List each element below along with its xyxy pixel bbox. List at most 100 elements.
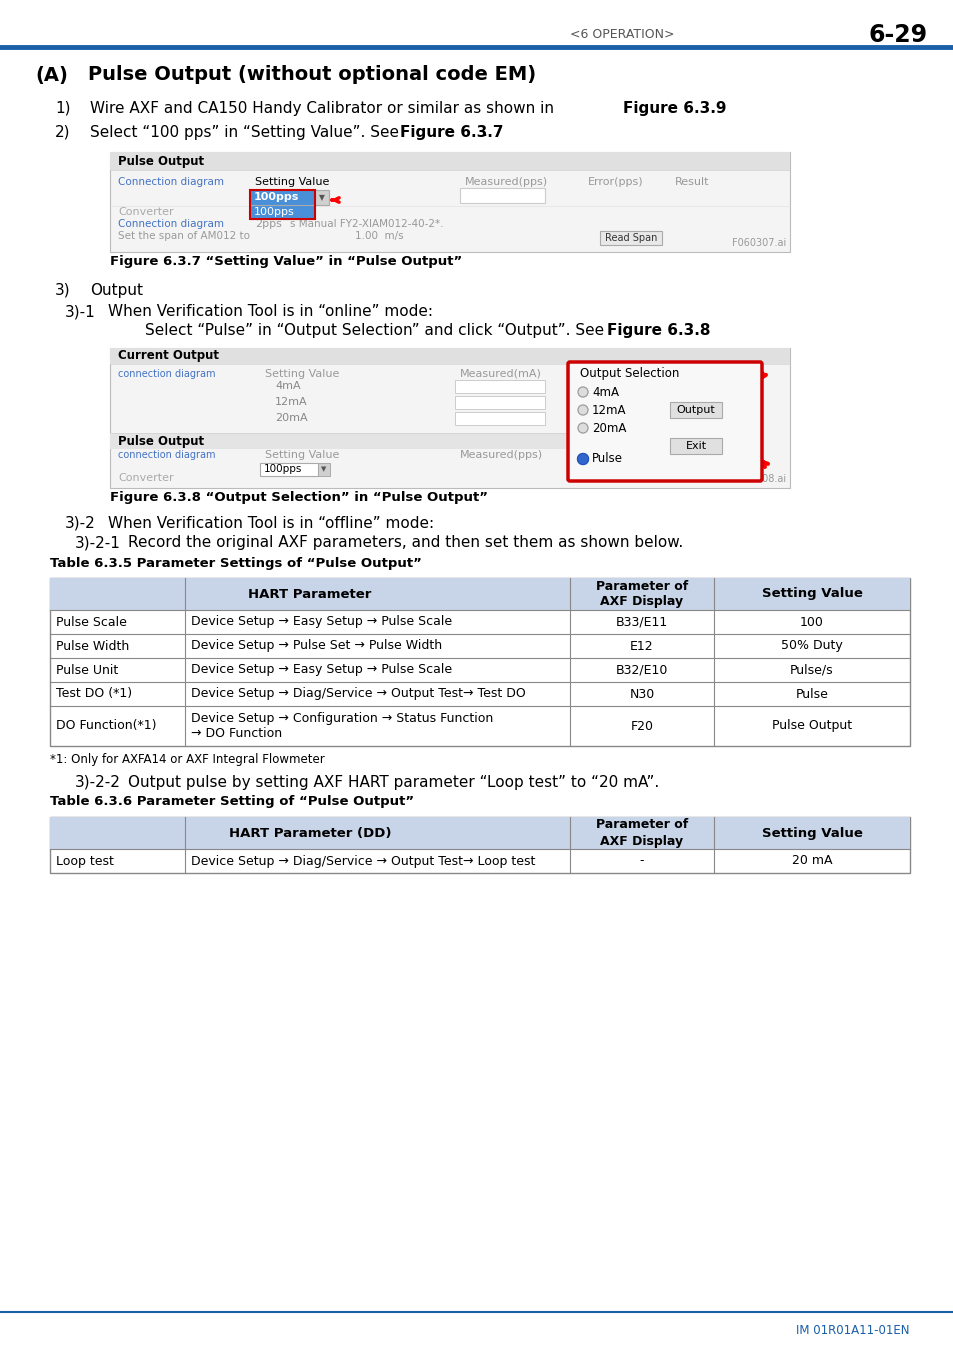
Text: IM 01R01A11-01EN: IM 01R01A11-01EN xyxy=(796,1323,909,1336)
Text: Select “Pulse” in “Output Selection” and click “Output”. See: Select “Pulse” in “Output Selection” and… xyxy=(145,323,608,338)
Text: Pulse Output: Pulse Output xyxy=(771,720,851,733)
Bar xyxy=(110,433,599,450)
Text: Device Setup → Easy Setup → Pulse Scale: Device Setup → Easy Setup → Pulse Scale xyxy=(191,616,452,629)
Text: Pulse Width: Pulse Width xyxy=(56,640,129,652)
Text: Test DO (*1): Test DO (*1) xyxy=(56,687,132,701)
Text: connection diagram: connection diagram xyxy=(118,369,215,379)
Bar xyxy=(110,153,789,252)
Text: 100pps: 100pps xyxy=(253,193,299,202)
Text: E12: E12 xyxy=(630,640,653,652)
Text: Pulse Output: Pulse Output xyxy=(118,154,204,167)
Text: 20mA: 20mA xyxy=(274,413,307,423)
Bar xyxy=(50,578,909,610)
Text: 12mA: 12mA xyxy=(592,404,626,417)
Text: F060308.ai: F060308.ai xyxy=(731,474,785,485)
Text: 20mA: 20mA xyxy=(592,421,626,435)
Text: Figure 6.3.8: Figure 6.3.8 xyxy=(606,323,710,338)
Text: 3)-1: 3)-1 xyxy=(65,305,95,320)
Text: Connection diagram: Connection diagram xyxy=(118,219,224,230)
Text: Measured(mA): Measured(mA) xyxy=(459,369,541,379)
Text: Pulse Unit: Pulse Unit xyxy=(56,663,118,676)
Bar xyxy=(110,348,789,364)
Text: Table 6.3.5 Parameter Settings of “Pulse Output”: Table 6.3.5 Parameter Settings of “Pulse… xyxy=(50,556,421,570)
Text: Device Setup → Easy Setup → Pulse Scale: Device Setup → Easy Setup → Pulse Scale xyxy=(191,663,452,676)
Text: .: . xyxy=(481,124,486,139)
Text: Converter: Converter xyxy=(118,472,173,483)
Bar xyxy=(50,578,909,747)
Text: B33/E11: B33/E11 xyxy=(616,616,667,629)
Text: 3)-2-1: 3)-2-1 xyxy=(75,536,121,551)
Text: Figure 6.3.7: Figure 6.3.7 xyxy=(399,124,503,139)
Text: Device Setup → Diag/Service → Output Test→ Test DO: Device Setup → Diag/Service → Output Tes… xyxy=(191,687,525,701)
Circle shape xyxy=(578,387,587,397)
Bar xyxy=(669,437,721,454)
Text: s Manual FY2-XIAM012-40-2*.: s Manual FY2-XIAM012-40-2*. xyxy=(290,219,443,230)
Text: 2): 2) xyxy=(55,124,71,139)
Text: 2pps: 2pps xyxy=(254,219,281,230)
Text: Exit: Exit xyxy=(684,441,706,451)
Text: <6 OPERATION>: <6 OPERATION> xyxy=(569,28,674,42)
Text: Result: Result xyxy=(675,177,709,188)
Text: 1.00  m/s: 1.00 m/s xyxy=(355,231,403,242)
Circle shape xyxy=(577,454,588,464)
Text: 4mA: 4mA xyxy=(592,386,618,398)
Text: .: . xyxy=(709,100,714,116)
Text: Record the original AXF parameters, and then set them as shown below.: Record the original AXF parameters, and … xyxy=(128,536,682,551)
Text: Wire AXF and CA150 Handy Calibrator or similar as shown in: Wire AXF and CA150 Handy Calibrator or s… xyxy=(90,100,558,116)
Bar xyxy=(459,188,544,202)
Text: 100: 100 xyxy=(800,616,823,629)
Text: Setting Value: Setting Value xyxy=(254,177,329,188)
Text: Figure 6.3.9: Figure 6.3.9 xyxy=(622,100,726,116)
Text: Error(pps): Error(pps) xyxy=(572,450,627,460)
Text: Figure 6.3.8 “Output Selection” in “Pulse Output”: Figure 6.3.8 “Output Selection” in “Puls… xyxy=(110,491,488,505)
Text: 6-29: 6-29 xyxy=(868,23,927,47)
Text: B32/E10: B32/E10 xyxy=(616,663,667,676)
Circle shape xyxy=(578,405,587,414)
Text: 4mA: 4mA xyxy=(274,381,300,392)
Text: -: - xyxy=(639,855,643,868)
Bar xyxy=(455,396,544,409)
Text: Result: Result xyxy=(655,369,689,379)
Text: Pulse/s: Pulse/s xyxy=(789,663,833,676)
Text: Pulse: Pulse xyxy=(592,452,622,466)
Bar xyxy=(317,463,330,477)
Text: When Verification Tool is in “offline” mode:: When Verification Tool is in “offline” m… xyxy=(108,516,434,531)
Circle shape xyxy=(578,423,587,433)
Text: 3): 3) xyxy=(55,282,71,297)
Text: N30: N30 xyxy=(629,687,654,701)
Text: Pulse Output (without optional code EM): Pulse Output (without optional code EM) xyxy=(88,66,536,85)
Text: Loop test: Loop test xyxy=(56,855,113,868)
Text: 3)-2: 3)-2 xyxy=(65,516,95,531)
Text: Setting Value: Setting Value xyxy=(265,369,339,379)
Text: Table 6.3.6 Parameter Setting of “Pulse Output”: Table 6.3.6 Parameter Setting of “Pulse … xyxy=(50,795,414,809)
Text: Pulse Output: Pulse Output xyxy=(118,435,204,447)
FancyBboxPatch shape xyxy=(567,362,761,481)
Bar xyxy=(110,348,789,487)
Text: Set the span of AM012 to: Set the span of AM012 to xyxy=(118,231,250,242)
Bar xyxy=(250,190,314,205)
Text: When Verification Tool is in “online” mode:: When Verification Tool is in “online” mo… xyxy=(108,305,433,320)
Bar xyxy=(669,402,721,418)
Bar xyxy=(110,153,789,170)
Bar xyxy=(455,379,544,393)
Text: Device Setup → Diag/Service → Output Test→ Loop test: Device Setup → Diag/Service → Output Tes… xyxy=(191,855,535,868)
Bar xyxy=(599,231,661,244)
Text: Measured(pps): Measured(pps) xyxy=(459,450,542,460)
Text: Pulse: Pulse xyxy=(795,687,827,701)
Text: connection diagram: connection diagram xyxy=(118,450,215,460)
Bar xyxy=(50,817,909,849)
Text: Output: Output xyxy=(676,405,715,414)
Text: Connection diagram: Connection diagram xyxy=(118,177,224,188)
Text: Setting Value: Setting Value xyxy=(265,450,339,460)
Text: Parameter of
AXF Display: Parameter of AXF Display xyxy=(596,818,687,848)
Text: Pulse Scale: Pulse Scale xyxy=(56,616,127,629)
Text: HART Parameter (DD): HART Parameter (DD) xyxy=(229,826,391,840)
Text: Result: Result xyxy=(655,450,689,460)
Text: ▼: ▼ xyxy=(321,467,326,472)
Bar xyxy=(260,463,317,477)
Text: Select “100 pps” in “Setting Value”. See: Select “100 pps” in “Setting Value”. See xyxy=(90,124,403,139)
Text: Error(pps): Error(pps) xyxy=(587,177,643,188)
Text: Error(%): Error(%) xyxy=(572,369,618,379)
Text: HART Parameter: HART Parameter xyxy=(248,587,372,601)
Text: Setting Value: Setting Value xyxy=(760,826,862,840)
